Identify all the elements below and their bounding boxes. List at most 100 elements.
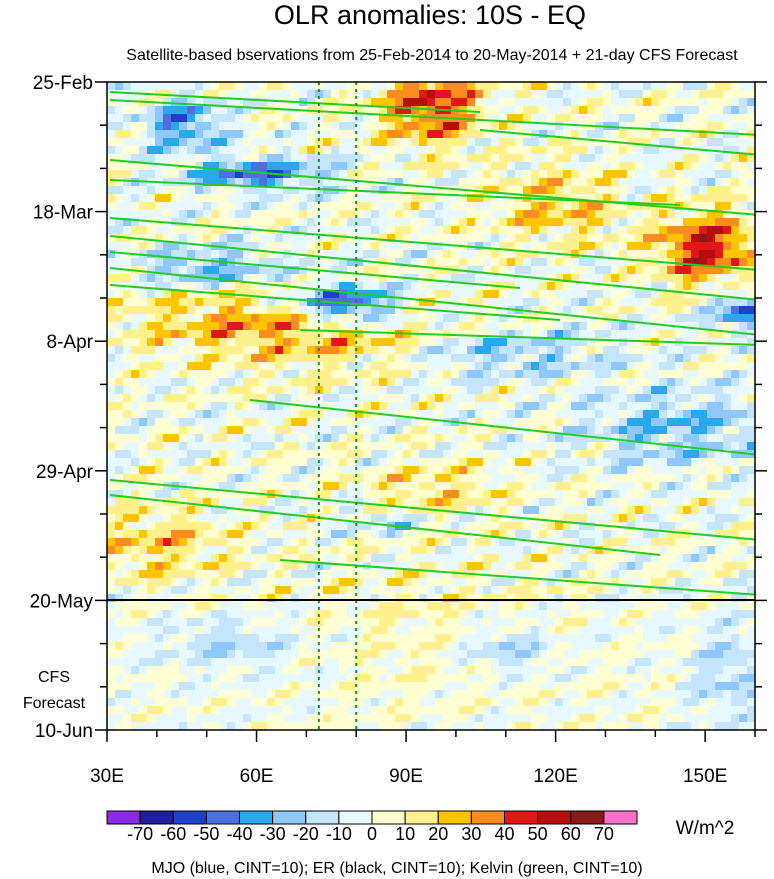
olr-field-cell	[347, 370, 356, 379]
olr-field-cell	[403, 122, 412, 131]
olr-field-cell	[211, 410, 220, 419]
olr-field-cell	[499, 514, 508, 523]
olr-field-cell	[635, 186, 644, 195]
olr-field-cell	[435, 226, 444, 235]
olr-field-cell	[307, 330, 316, 339]
olr-field-cell	[459, 226, 468, 235]
olr-field-cell	[539, 418, 548, 427]
olr-field-cell	[451, 306, 460, 315]
olr-field-cell	[531, 242, 540, 251]
olr-field-cell	[475, 226, 484, 235]
olr-field-cell	[187, 170, 196, 179]
olr-field-cell	[283, 162, 292, 171]
olr-field-cell	[683, 450, 692, 459]
olr-field-cell	[723, 258, 732, 267]
olr-field-cell	[659, 394, 668, 403]
olr-field-cell	[339, 562, 348, 571]
olr-field-cell	[347, 426, 356, 435]
olr-field-cell	[547, 474, 556, 483]
olr-field-cell	[643, 394, 652, 403]
olr-field-cell	[371, 114, 380, 123]
olr-field-cell	[131, 458, 140, 467]
olr-field-cell	[539, 106, 548, 115]
olr-field-cell	[163, 570, 172, 579]
olr-field-cell	[579, 82, 588, 91]
olr-field-cell	[707, 114, 716, 123]
olr-field-cell	[235, 490, 244, 499]
olr-field-cell	[219, 362, 228, 371]
olr-field-cell	[243, 562, 252, 571]
olr-field-cell	[363, 154, 372, 163]
olr-field-cell	[259, 178, 268, 187]
olr-field-cell	[267, 234, 276, 243]
olr-field-cell	[731, 258, 740, 267]
olr-field-cell	[627, 146, 636, 155]
olr-field-cell	[179, 458, 188, 467]
olr-field-cell	[491, 306, 500, 315]
olr-field-cell	[179, 282, 188, 291]
olr-field-cell	[515, 506, 524, 515]
olr-field-cell	[371, 506, 380, 515]
olr-field-cell	[595, 218, 604, 227]
olr-field-cell	[203, 106, 212, 115]
olr-field-cell	[659, 450, 668, 459]
olr-field-cell	[627, 274, 636, 283]
olr-field-cell	[243, 314, 252, 323]
olr-field-cell	[571, 210, 580, 219]
olr-field-cell	[483, 482, 492, 491]
olr-field-cell	[715, 506, 724, 515]
olr-field-cell	[475, 90, 484, 99]
olr-field-cell	[675, 370, 684, 379]
olr-field-cell	[451, 146, 460, 155]
olr-field-cell	[547, 154, 556, 163]
olr-field-cell	[171, 170, 180, 179]
olr-field-cell	[243, 114, 252, 123]
olr-field-cell	[259, 370, 268, 379]
olr-field-cell	[219, 402, 228, 411]
olr-field-cell	[363, 218, 372, 227]
olr-field-cell	[307, 450, 316, 459]
olr-field-cell	[739, 362, 748, 371]
olr-field-cell	[163, 330, 172, 339]
olr-field-cell	[371, 282, 380, 291]
olr-field-cell	[107, 346, 116, 355]
olr-field-cell	[283, 226, 292, 235]
olr-field-cell	[691, 482, 700, 491]
olr-field-cell	[267, 258, 276, 267]
olr-field-cell	[147, 298, 156, 307]
olr-field-cell	[131, 162, 140, 171]
olr-field-cell	[723, 362, 732, 371]
olr-field-cell	[107, 554, 116, 563]
olr-field-cell	[251, 386, 260, 395]
olr-field-cell	[363, 346, 372, 355]
olr-field-cell	[123, 490, 132, 499]
olr-field-cell	[435, 162, 444, 171]
olr-field-cell	[643, 530, 652, 539]
olr-field-cell	[595, 338, 604, 347]
olr-field-cell	[595, 82, 604, 91]
olr-field-cell	[627, 226, 636, 235]
olr-field-cell	[523, 354, 532, 363]
olr-field-cell	[683, 314, 692, 323]
olr-field-cell	[115, 146, 124, 155]
olr-field-cell	[179, 250, 188, 259]
olr-field-cell	[411, 554, 420, 563]
olr-field-cell	[435, 170, 444, 179]
olr-field-cell	[507, 546, 516, 555]
olr-field-cell	[339, 290, 348, 299]
olr-field-cell	[611, 538, 620, 547]
olr-field-cell	[451, 426, 460, 435]
olr-field-cell	[635, 114, 644, 123]
olr-field-cell	[579, 170, 588, 179]
olr-field-cell	[139, 154, 148, 163]
olr-field-cell	[515, 82, 524, 91]
olr-field-cell	[555, 258, 564, 267]
olr-field-cell	[595, 114, 604, 123]
olr-field-cell	[291, 130, 300, 139]
olr-field-cell	[275, 290, 284, 299]
olr-field-cell	[523, 138, 532, 147]
olr-field-cell	[483, 242, 492, 251]
olr-field-cell	[499, 178, 508, 187]
olr-field-cell	[179, 122, 188, 131]
olr-field-cell	[571, 418, 580, 427]
